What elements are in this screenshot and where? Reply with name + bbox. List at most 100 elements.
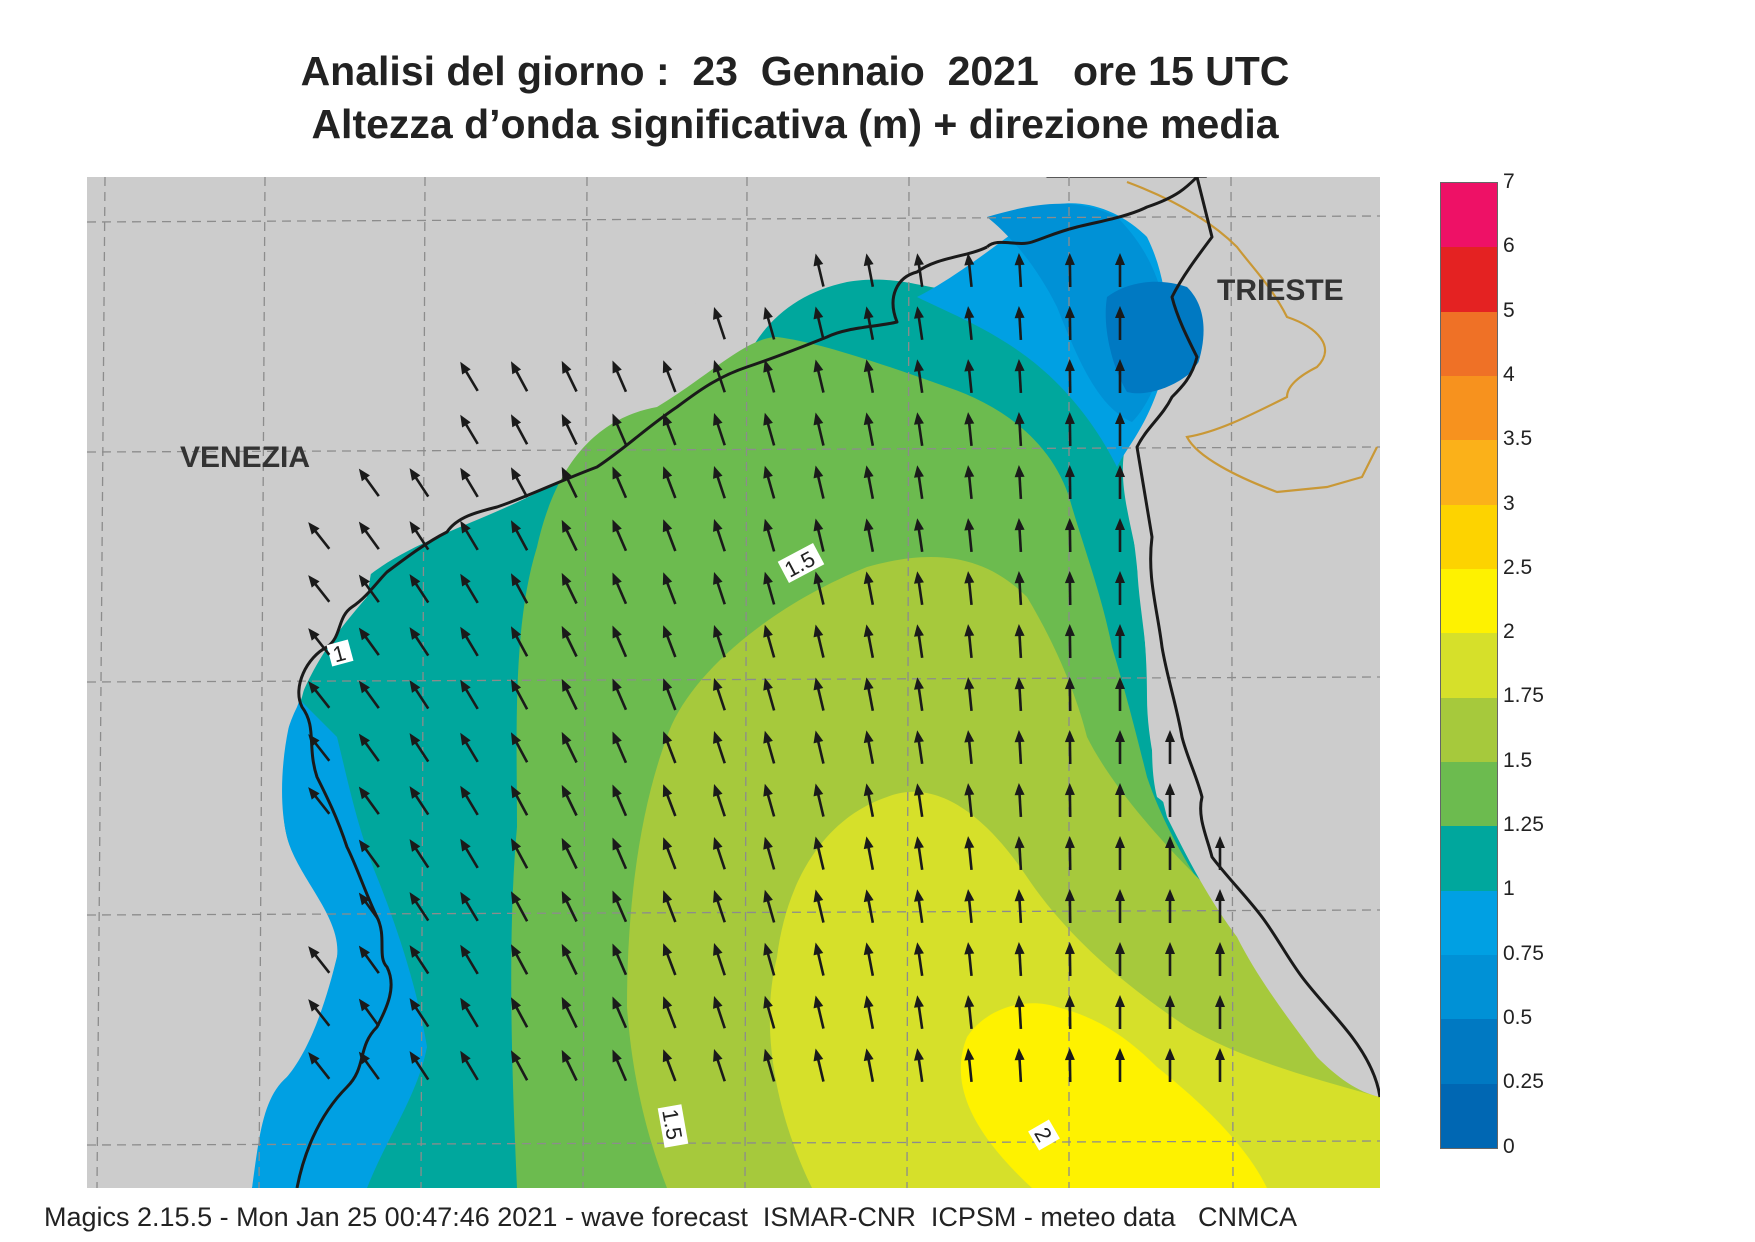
direction-arrow-head [1064, 783, 1075, 796]
direction-arrow-head [1064, 571, 1075, 584]
colorbar-segment [1441, 1019, 1497, 1085]
land-north-coast [627, 177, 1047, 317]
city-label-venezia: VENEZIA [180, 441, 310, 474]
direction-arrow-head [510, 891, 522, 905]
direction-arrow-head [1165, 1048, 1175, 1060]
direction-arrow-head [662, 360, 673, 374]
direction-arrow-head [358, 1051, 370, 1065]
colorbar-segment [1441, 1083, 1497, 1149]
colorbar-label: 5 [1503, 298, 1515, 322]
direction-arrow-head [612, 678, 622, 692]
direction-arrow-head [612, 784, 622, 798]
colorbar-label: 0.75 [1503, 941, 1544, 965]
direction-arrow-head [561, 996, 572, 1010]
direction-arrow-head [358, 839, 370, 853]
direction-arrow-head [1115, 253, 1125, 265]
direction-arrow-head [813, 1048, 824, 1062]
direction-arrow-head [863, 836, 874, 850]
colorbar-label: 3 [1503, 491, 1515, 515]
direction-arrow-head [964, 783, 975, 796]
coastline [295, 175, 1382, 1189]
direction-arrow-head [713, 359, 723, 373]
direction-arrow-head [1115, 942, 1125, 954]
map-title: Analisi del giorno : 23 Gennaio 2021 ore… [300, 48, 1290, 94]
direction-arrow-head [358, 998, 370, 1012]
direction-arrow-head [358, 945, 370, 959]
direction-arrow-head [409, 627, 421, 640]
direction-arrow-head [561, 678, 572, 692]
direction-arrow-head [561, 519, 572, 533]
direction-arrow-head [964, 942, 975, 955]
direction-arrow-head [964, 306, 975, 319]
land-istria [1127, 177, 1380, 1097]
direction-arrow-head [914, 995, 924, 1008]
direction-arrow-head [763, 783, 773, 797]
direction-arrow-head [863, 677, 874, 691]
direction-arrow-head [813, 730, 824, 744]
direction-arrow-head [863, 412, 874, 426]
direction-arrow-head [612, 572, 622, 586]
direction-arrow-head [510, 838, 522, 852]
land-venice-lagoon [87, 177, 847, 1188]
colorbar-label: 0.25 [1503, 1070, 1544, 1094]
direction-arrow-head [713, 571, 723, 585]
direction-arrow-head [662, 731, 673, 745]
direction-arrow-head [612, 996, 622, 1010]
direction-arrow-head [1014, 677, 1025, 690]
direction-arrow-head [1115, 624, 1125, 636]
colorbar-label: 2.5 [1503, 555, 1533, 579]
direction-arrow-head [1215, 942, 1225, 954]
colorbar-segment [1441, 955, 1497, 1020]
direction-arrow-head [510, 467, 522, 481]
colorbar-segment [1441, 890, 1497, 956]
direction-arrow-head [763, 465, 773, 479]
direction-arrow-head [358, 733, 370, 747]
direction-arrow-head [409, 574, 421, 587]
direction-arrow-head [763, 624, 773, 638]
direction-arrow-head [813, 306, 824, 320]
direction-arrow-head [813, 359, 824, 373]
direction-arrow-head [612, 890, 622, 904]
direction-arrow-head [510, 573, 522, 587]
direction-arrow-head [460, 944, 471, 958]
direction-arrow-head [863, 571, 874, 585]
colorbar-segment [1441, 633, 1497, 699]
direction-arrow-head [813, 889, 824, 903]
direction-arrow-head [460, 361, 471, 375]
direction-arrow-head [863, 465, 874, 479]
direction-arrow-head [510, 1050, 522, 1064]
direction-arrow-head [662, 466, 673, 480]
direction-arrow-head [460, 573, 471, 587]
direction-arrow-head [964, 836, 975, 849]
direction-arrow-head [1115, 306, 1125, 318]
direction-arrow-head [863, 518, 874, 532]
direction-arrow-head [1165, 889, 1175, 901]
direction-arrow-head [1064, 306, 1075, 319]
direction-arrow-head [1215, 836, 1225, 848]
direction-arrow-head [1115, 412, 1125, 424]
direction-arrow-head [813, 783, 824, 797]
direction-arrow-head [510, 414, 522, 428]
direction-arrow-head [1115, 518, 1125, 530]
colorbar-label: 2 [1503, 620, 1515, 644]
direction-arrow-head [1014, 783, 1025, 796]
direction-arrow-head [1165, 942, 1175, 954]
direction-arrow-head [914, 465, 924, 478]
direction-arrow-head [964, 465, 975, 478]
direction-arrow-head [1215, 1048, 1225, 1060]
direction-arrow-head [561, 784, 572, 798]
direction-arrow-head [510, 944, 522, 958]
footer-credits: Magics 2.15.5 - Mon Jan 25 00:47:46 2021… [44, 1202, 1298, 1232]
direction-arrow-head [964, 518, 975, 531]
colorbar-label: 6 [1503, 234, 1515, 258]
direction-arrow-head [914, 1048, 924, 1061]
direction-arrow-head [763, 942, 773, 956]
direction-arrow-head [1215, 889, 1225, 901]
direction-arrow-head [914, 942, 924, 955]
direction-arrow-head [1064, 995, 1075, 1008]
direction-arrow-head [561, 1049, 572, 1063]
direction-arrow-head [612, 466, 622, 480]
direction-arrow-head [662, 943, 673, 957]
direction-arrow-head [1014, 624, 1025, 637]
direction-arrow-head [964, 730, 975, 743]
